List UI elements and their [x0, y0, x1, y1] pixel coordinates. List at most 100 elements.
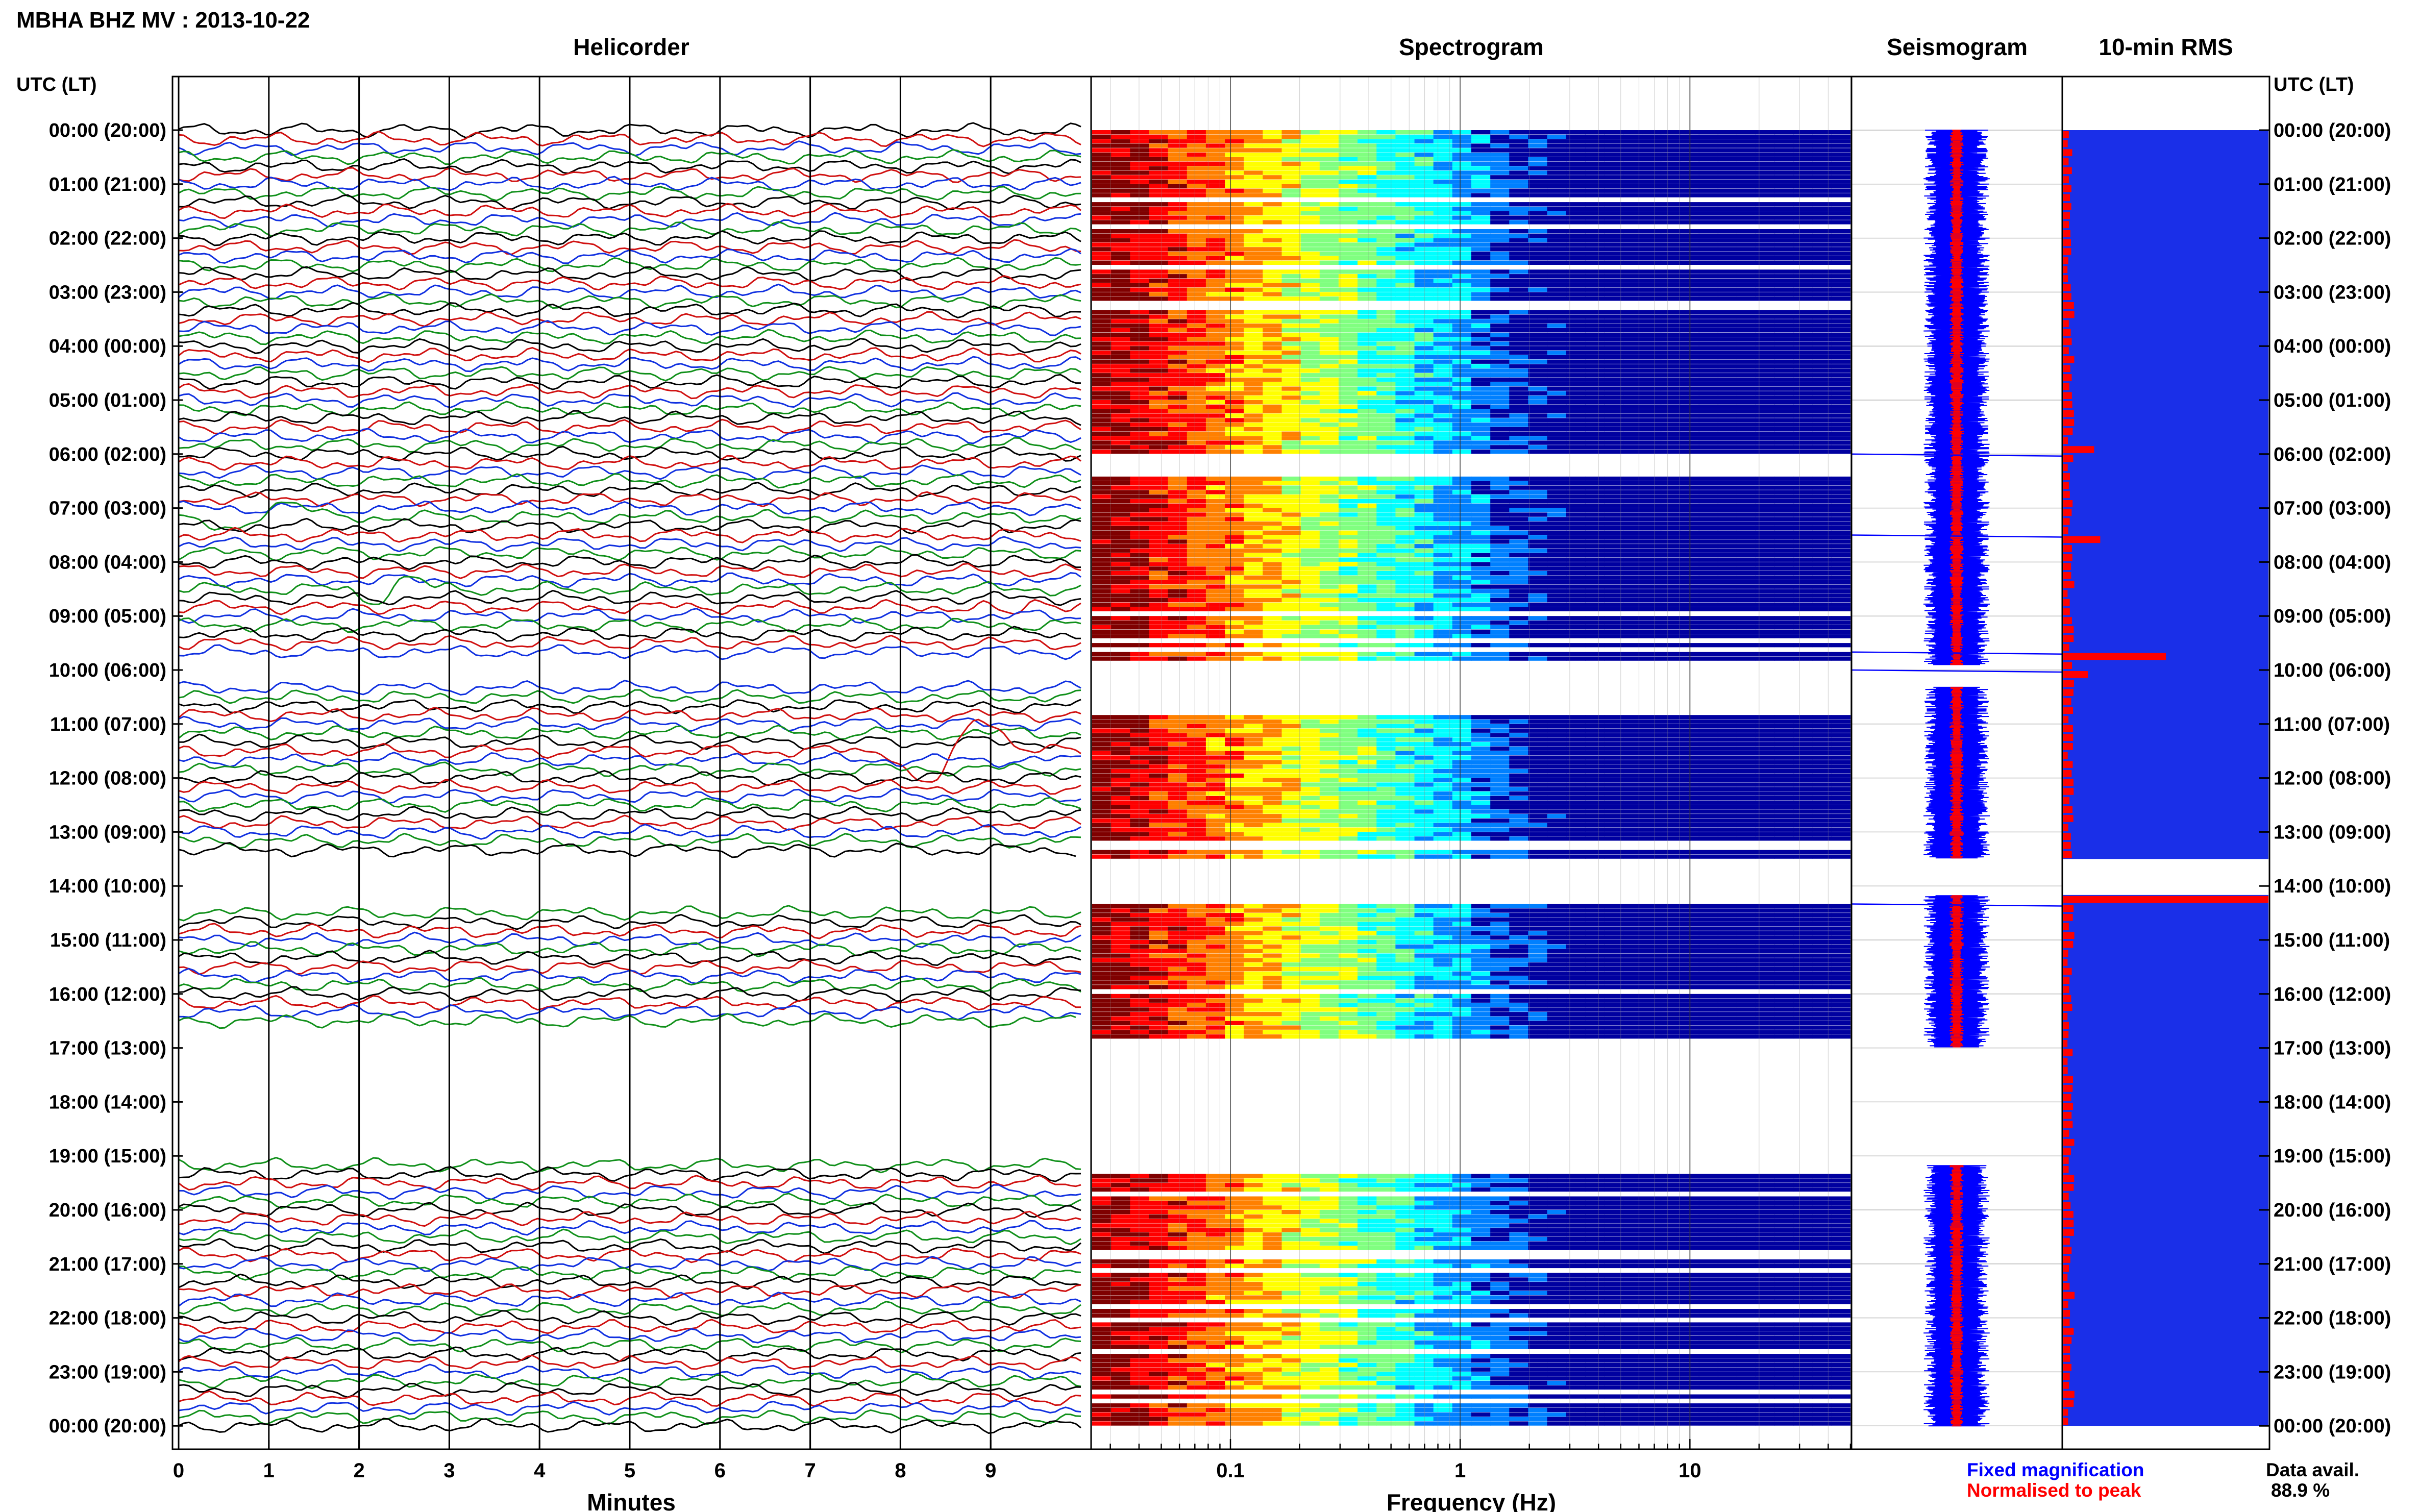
- spectrogram-cell: [1509, 773, 1528, 778]
- spectrogram-cell: [1585, 364, 1605, 368]
- spectrogram-cell: [1319, 787, 1339, 791]
- spectrogram-cell: [1528, 202, 1548, 207]
- spectrogram-cell: [1774, 215, 1794, 220]
- spectrogram-cell: [1225, 440, 1244, 445]
- spectrogram-cell: [1300, 742, 1320, 747]
- spectrogram-cell: [1130, 656, 1149, 661]
- spectrogram-cell: [1661, 548, 1681, 553]
- spectrogram-cell: [1319, 530, 1339, 535]
- spectrogram-cell: [1338, 634, 1358, 638]
- spectrogram-cell: [1111, 575, 1130, 580]
- spectrogram-cell: [1774, 526, 1794, 531]
- spectrogram-cell: [1698, 193, 1718, 197]
- spectrogram-cell: [1205, 180, 1225, 184]
- spectrogram-cell: [1831, 512, 1851, 517]
- spectrogram-cell: [1509, 238, 1528, 242]
- spectrogram-cell: [1376, 180, 1396, 184]
- spectrogram-cell: [1187, 584, 1206, 589]
- spectrogram-cell: [1092, 134, 1112, 139]
- spectrogram-cell: [1111, 598, 1130, 603]
- spectrogram-cell: [1168, 215, 1188, 220]
- spectrogram-cell: [1831, 450, 1851, 454]
- spectrogram-cell: [1623, 436, 1642, 440]
- spectrogram-cell: [1642, 634, 1662, 638]
- spectrogram-cell: [1357, 715, 1377, 720]
- spectrogram-cell: [1205, 157, 1225, 162]
- spectrogram-cell: [1205, 359, 1225, 364]
- spectrogram-cell: [1698, 598, 1718, 603]
- spectrogram-cell: [1376, 134, 1396, 139]
- spectrogram-cell: [1774, 517, 1794, 522]
- spectrogram-cell: [1263, 373, 1282, 378]
- spectrogram-cell: [1490, 764, 1510, 769]
- spectrogram-cell: [1717, 431, 1737, 436]
- spectrogram-cell: [1130, 530, 1149, 535]
- spectrogram-cell: [1338, 252, 1358, 256]
- spectrogram-cell: [1585, 161, 1605, 166]
- spectrogram-cell: [1452, 575, 1472, 580]
- spectrogram-cell: [1300, 418, 1320, 423]
- spectrogram-cell: [1376, 490, 1396, 494]
- spectrogram-cell: [1623, 629, 1642, 634]
- spectrogram-cell: [1737, 746, 1756, 751]
- spectrogram-cell: [1623, 778, 1642, 782]
- spectrogram-cell: [1357, 782, 1377, 787]
- spectrogram-cell: [1168, 314, 1188, 319]
- spectrogram-cell: [1661, 351, 1681, 355]
- spectrogram-cell: [1244, 728, 1263, 733]
- spectrogram-cell: [1698, 724, 1718, 729]
- spectrogram-cell: [1187, 400, 1206, 405]
- spectrogram-cell: [1509, 193, 1528, 197]
- spectrogram-cell: [1471, 409, 1491, 413]
- spectrogram-cell: [1717, 517, 1737, 522]
- spectrogram-cell: [1585, 292, 1605, 296]
- spectrogram-cell: [1092, 598, 1112, 603]
- spectrogram-cell: [1623, 544, 1642, 549]
- spectrogram-cell: [1263, 625, 1282, 630]
- spectrogram-cell: [1300, 715, 1320, 720]
- spectrogram-cell: [1149, 368, 1169, 373]
- spectrogram-cell: [1547, 157, 1567, 162]
- spectrogram-cell: [1300, 247, 1320, 252]
- spectrogram-cell: [1300, 206, 1320, 211]
- spectrogram-cell: [1187, 296, 1206, 301]
- spectrogram-cell: [1433, 571, 1453, 576]
- spectrogram-cell: [1244, 737, 1263, 742]
- spectrogram-cell: [1604, 238, 1623, 242]
- spectrogram-cell: [1452, 368, 1472, 373]
- spectrogram-cell: [1642, 751, 1662, 755]
- spectrogram-cell: [1623, 274, 1642, 279]
- spectrogram-cell: [1111, 252, 1130, 256]
- spectrogram-cell: [1490, 287, 1510, 292]
- spectrogram-cell: [1168, 530, 1188, 535]
- spectrogram-cell: [1547, 418, 1567, 423]
- spectrogram-cell: [1604, 512, 1623, 517]
- spectrogram-cell: [1376, 229, 1396, 234]
- spectrogram-cell: [1642, 229, 1662, 234]
- spectrogram-cell: [1774, 153, 1794, 157]
- spectrogram-cell: [1452, 450, 1472, 454]
- spectrogram-cell: [1149, 485, 1169, 490]
- spectrogram-cell: [1263, 310, 1282, 314]
- spectrogram-cell: [1414, 737, 1434, 742]
- spectrogram-cell: [1263, 215, 1282, 220]
- spectrogram-cell: [1756, 364, 1775, 368]
- spectrogram-cell: [1812, 720, 1832, 724]
- spectrogram-cell: [1831, 386, 1851, 391]
- spectrogram-cell: [1812, 143, 1832, 148]
- spectrogram-cell: [1737, 643, 1756, 648]
- spectrogram-cell: [1490, 395, 1510, 400]
- spectrogram-cell: [1357, 328, 1377, 333]
- spectrogram-cell: [1566, 733, 1586, 737]
- spectrogram-cell: [1812, 782, 1832, 787]
- spectrogram-cell: [1756, 283, 1775, 288]
- helicorder-title: Helicorder: [573, 34, 689, 60]
- spectrogram-cell: [1566, 404, 1586, 409]
- spectrogram-cell: [1737, 319, 1756, 324]
- spectrogram-cell: [1281, 359, 1301, 364]
- spectrogram-cell: [1717, 175, 1737, 180]
- spectrogram-cell: [1187, 238, 1206, 242]
- spectrogram-cell: [1566, 634, 1586, 638]
- spectrogram-cell: [1756, 395, 1775, 400]
- spectrogram-cell: [1812, 634, 1832, 638]
